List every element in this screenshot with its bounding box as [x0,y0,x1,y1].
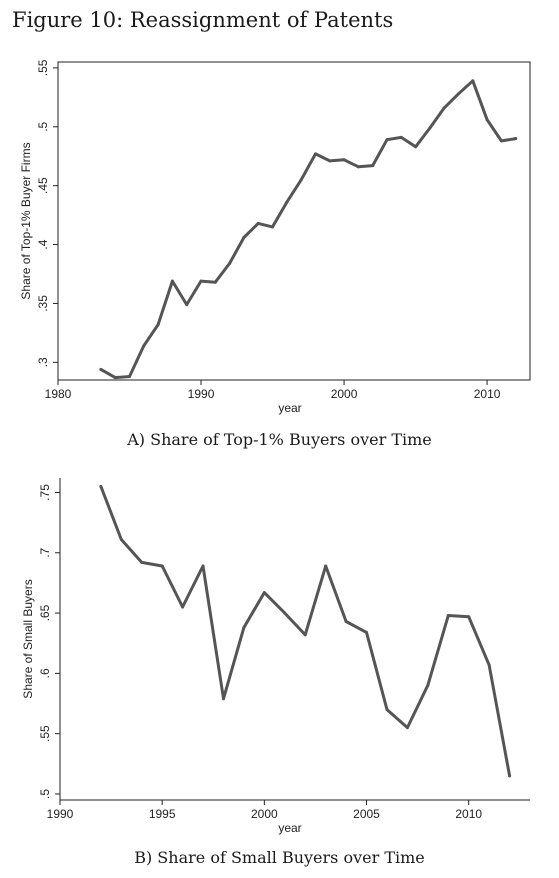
data-point [356,165,360,169]
data-point [371,164,375,168]
data-point [156,323,160,327]
data-point [442,106,446,110]
caption-a-text: Share of Top-1% Buyers over Time [145,430,432,449]
plot-frame [57,61,531,381]
data-point [446,613,450,617]
data-point [140,560,144,564]
y-tick-label: .5 [36,121,50,131]
data-point [283,611,287,615]
data-point [456,92,460,96]
x-tick-label: 2000 [331,387,358,401]
data-point [499,139,503,143]
x-tick-label: 1980 [45,387,72,401]
data-point [405,726,409,730]
data-point [344,620,348,624]
data-series-line [99,484,512,778]
x-tick-label: 1990 [188,387,215,401]
y-tick-label: .6 [38,668,52,678]
data-point [328,159,332,163]
figure-title: Figure 10: Reassignment of Patents [12,8,394,32]
data-point [303,633,307,637]
data-point [365,630,369,634]
data-point [271,225,275,229]
y-tick-label: .55 [38,725,52,742]
data-point [262,591,266,595]
x-tick-label: 2005 [353,807,380,821]
data-point [128,374,132,378]
x-tick-label: 1995 [149,807,176,821]
caption-a: A) Share of Top-1% Buyers over Time [0,430,559,449]
y-tick-label: .75 [38,484,52,501]
data-point [242,235,246,239]
data-point [160,564,164,568]
data-point [324,564,328,568]
y-tick-label: .35 [36,295,50,312]
data-point [313,152,317,156]
y-tick-label: .3 [36,357,50,367]
data-point [385,708,389,712]
y-axis-title: Share of Top-1% Buyer Firms [19,142,33,299]
data-point [99,484,103,488]
data-point [428,126,432,130]
y-tick-label: .7 [38,547,52,557]
data-point [119,538,123,542]
data-point [142,344,146,348]
caption-b: B) Share of Small Buyers over Time [0,848,559,867]
data-point [426,683,430,687]
data-series-line [99,79,518,380]
data-point [508,774,512,778]
chart-small-buyers: .5 .55 .6 .65 .7 .75 1990 1995 2000 2005 2010 year S… [21,478,530,835]
data-point [514,137,518,141]
y-tick-label: .45 [36,177,50,194]
data-point [385,138,389,142]
x-axis-title: year [278,401,301,415]
data-point [467,615,471,619]
data-point [487,663,491,667]
data-point [113,376,117,380]
caption-b-letter: B) [134,848,153,867]
data-point [201,564,205,568]
y-tick-label: .55 [36,59,50,76]
y-tick-label: .5 [38,789,52,799]
data-point [256,221,260,225]
data-point [299,178,303,182]
data-point [471,79,475,83]
data-point [99,367,103,371]
x-tick-label: 2010 [455,807,482,821]
x-tick-label: 1990 [47,807,74,821]
data-point [199,279,203,283]
y-axis-title: Share of Small Buyers [21,579,35,698]
data-point [185,303,189,307]
caption-a-letter: A) [127,430,146,449]
data-point [221,697,225,701]
data-point [285,200,289,204]
y-tick-label: .4 [36,239,50,249]
data-point [213,280,217,284]
caption-b-text: Share of Small Buyers over Time [152,848,425,867]
data-point [181,605,185,609]
data-point [414,145,418,149]
x-tick-label: 2000 [251,807,278,821]
chart-top-1pct-buyers: .3 .35 .4 .45 .5 .55 1980 1990 2000 2010 year Share… [19,59,531,415]
data-point [399,135,403,139]
x-tick-label: 2010 [474,387,501,401]
data-point [242,626,246,630]
data-point [228,261,232,265]
data-point [170,279,174,283]
x-axis-title: year [278,821,301,835]
y-tick-label: .65 [38,604,52,621]
data-point [342,158,346,162]
data-point [485,118,489,122]
